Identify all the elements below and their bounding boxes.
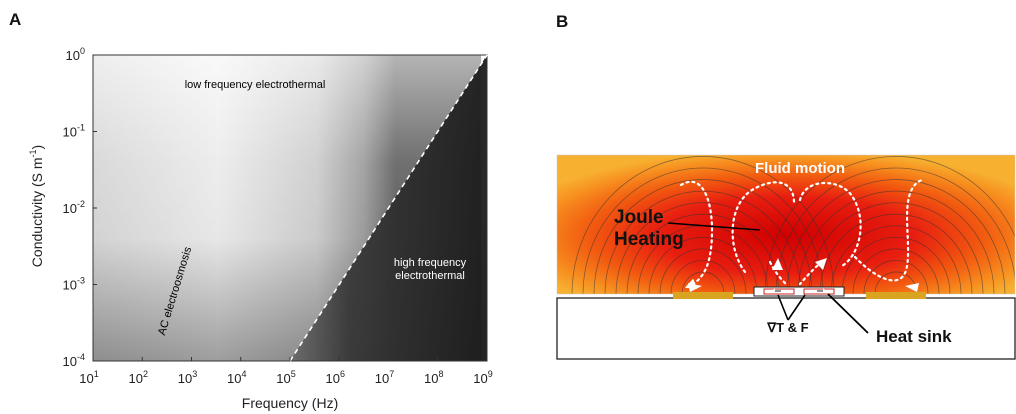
region-low-frequency-label: low frequency electrothermal [185,79,326,91]
y-tick-label: 100 [66,46,85,63]
electrode-left [673,292,733,299]
fluid-motion-label: Fluid motion [755,160,845,177]
x-tick-label: 104 [227,369,246,386]
x-tick-label: 103 [178,369,197,386]
electrode-right [866,292,926,299]
x-tick-label: 102 [129,369,148,386]
heat-sink-leader-line [827,293,869,334]
heating-label: Heating [614,229,684,250]
fluid-arrow-left-up [772,258,783,270]
y-axis-title: Conductivity (S m-1) [28,145,45,267]
y-tick-label: 10-3 [63,276,85,293]
fluid-arrow-right-out [905,283,919,292]
x-axis-title: Frequency (Hz) [242,395,338,411]
x-tick-label: 106 [326,369,345,386]
y-tick-label: 10-2 [63,199,85,216]
force-arrow-left [763,288,795,295]
joule-leader-line [667,222,761,231]
x-axis-ticks: 101 102 103 104 105 106 107 108 109 [79,357,493,386]
x-tick-label: 108 [424,369,443,386]
fluid-arrow-left-out [688,283,702,292]
joule-label: Joule [614,207,664,228]
panel-b-label: B [556,12,569,31]
region-high-frequency-label: high frequency [394,257,467,269]
fluid-motion-streamlines [679,178,924,289]
boundary-dashed-line [289,54,488,362]
x-tick-label: 109 [473,369,492,386]
x-tick-label: 101 [79,369,98,386]
heatmap-field [93,55,487,361]
heat-sink-element [753,286,845,297]
x-tick-label: 107 [375,369,394,386]
temperature-field [557,155,1015,294]
panel-a-label: A [9,10,22,29]
y-tick-label: 10-1 [63,123,85,140]
grad-leader-lines [787,294,806,321]
y-axis-ticks: 100 10-1 10-2 10-3 10-4 [63,46,97,369]
diagram-b: Fluid motion Joule Heating ∇T & F Heat s… [556,154,1016,360]
gradient-force-label: ∇T & F [766,320,808,335]
force-arrow-right [803,288,835,295]
region-electrothermal-label: electrothermal [395,270,465,282]
fluid-arrow-right-up [815,258,827,270]
y-tick-label: 10-4 [63,352,85,369]
chart-a: low frequency electrothermal AC electroo… [28,46,493,411]
heat-sink-label: Heat sink [876,327,952,346]
x-tick-label: 105 [276,369,295,386]
substrate [556,297,1016,360]
